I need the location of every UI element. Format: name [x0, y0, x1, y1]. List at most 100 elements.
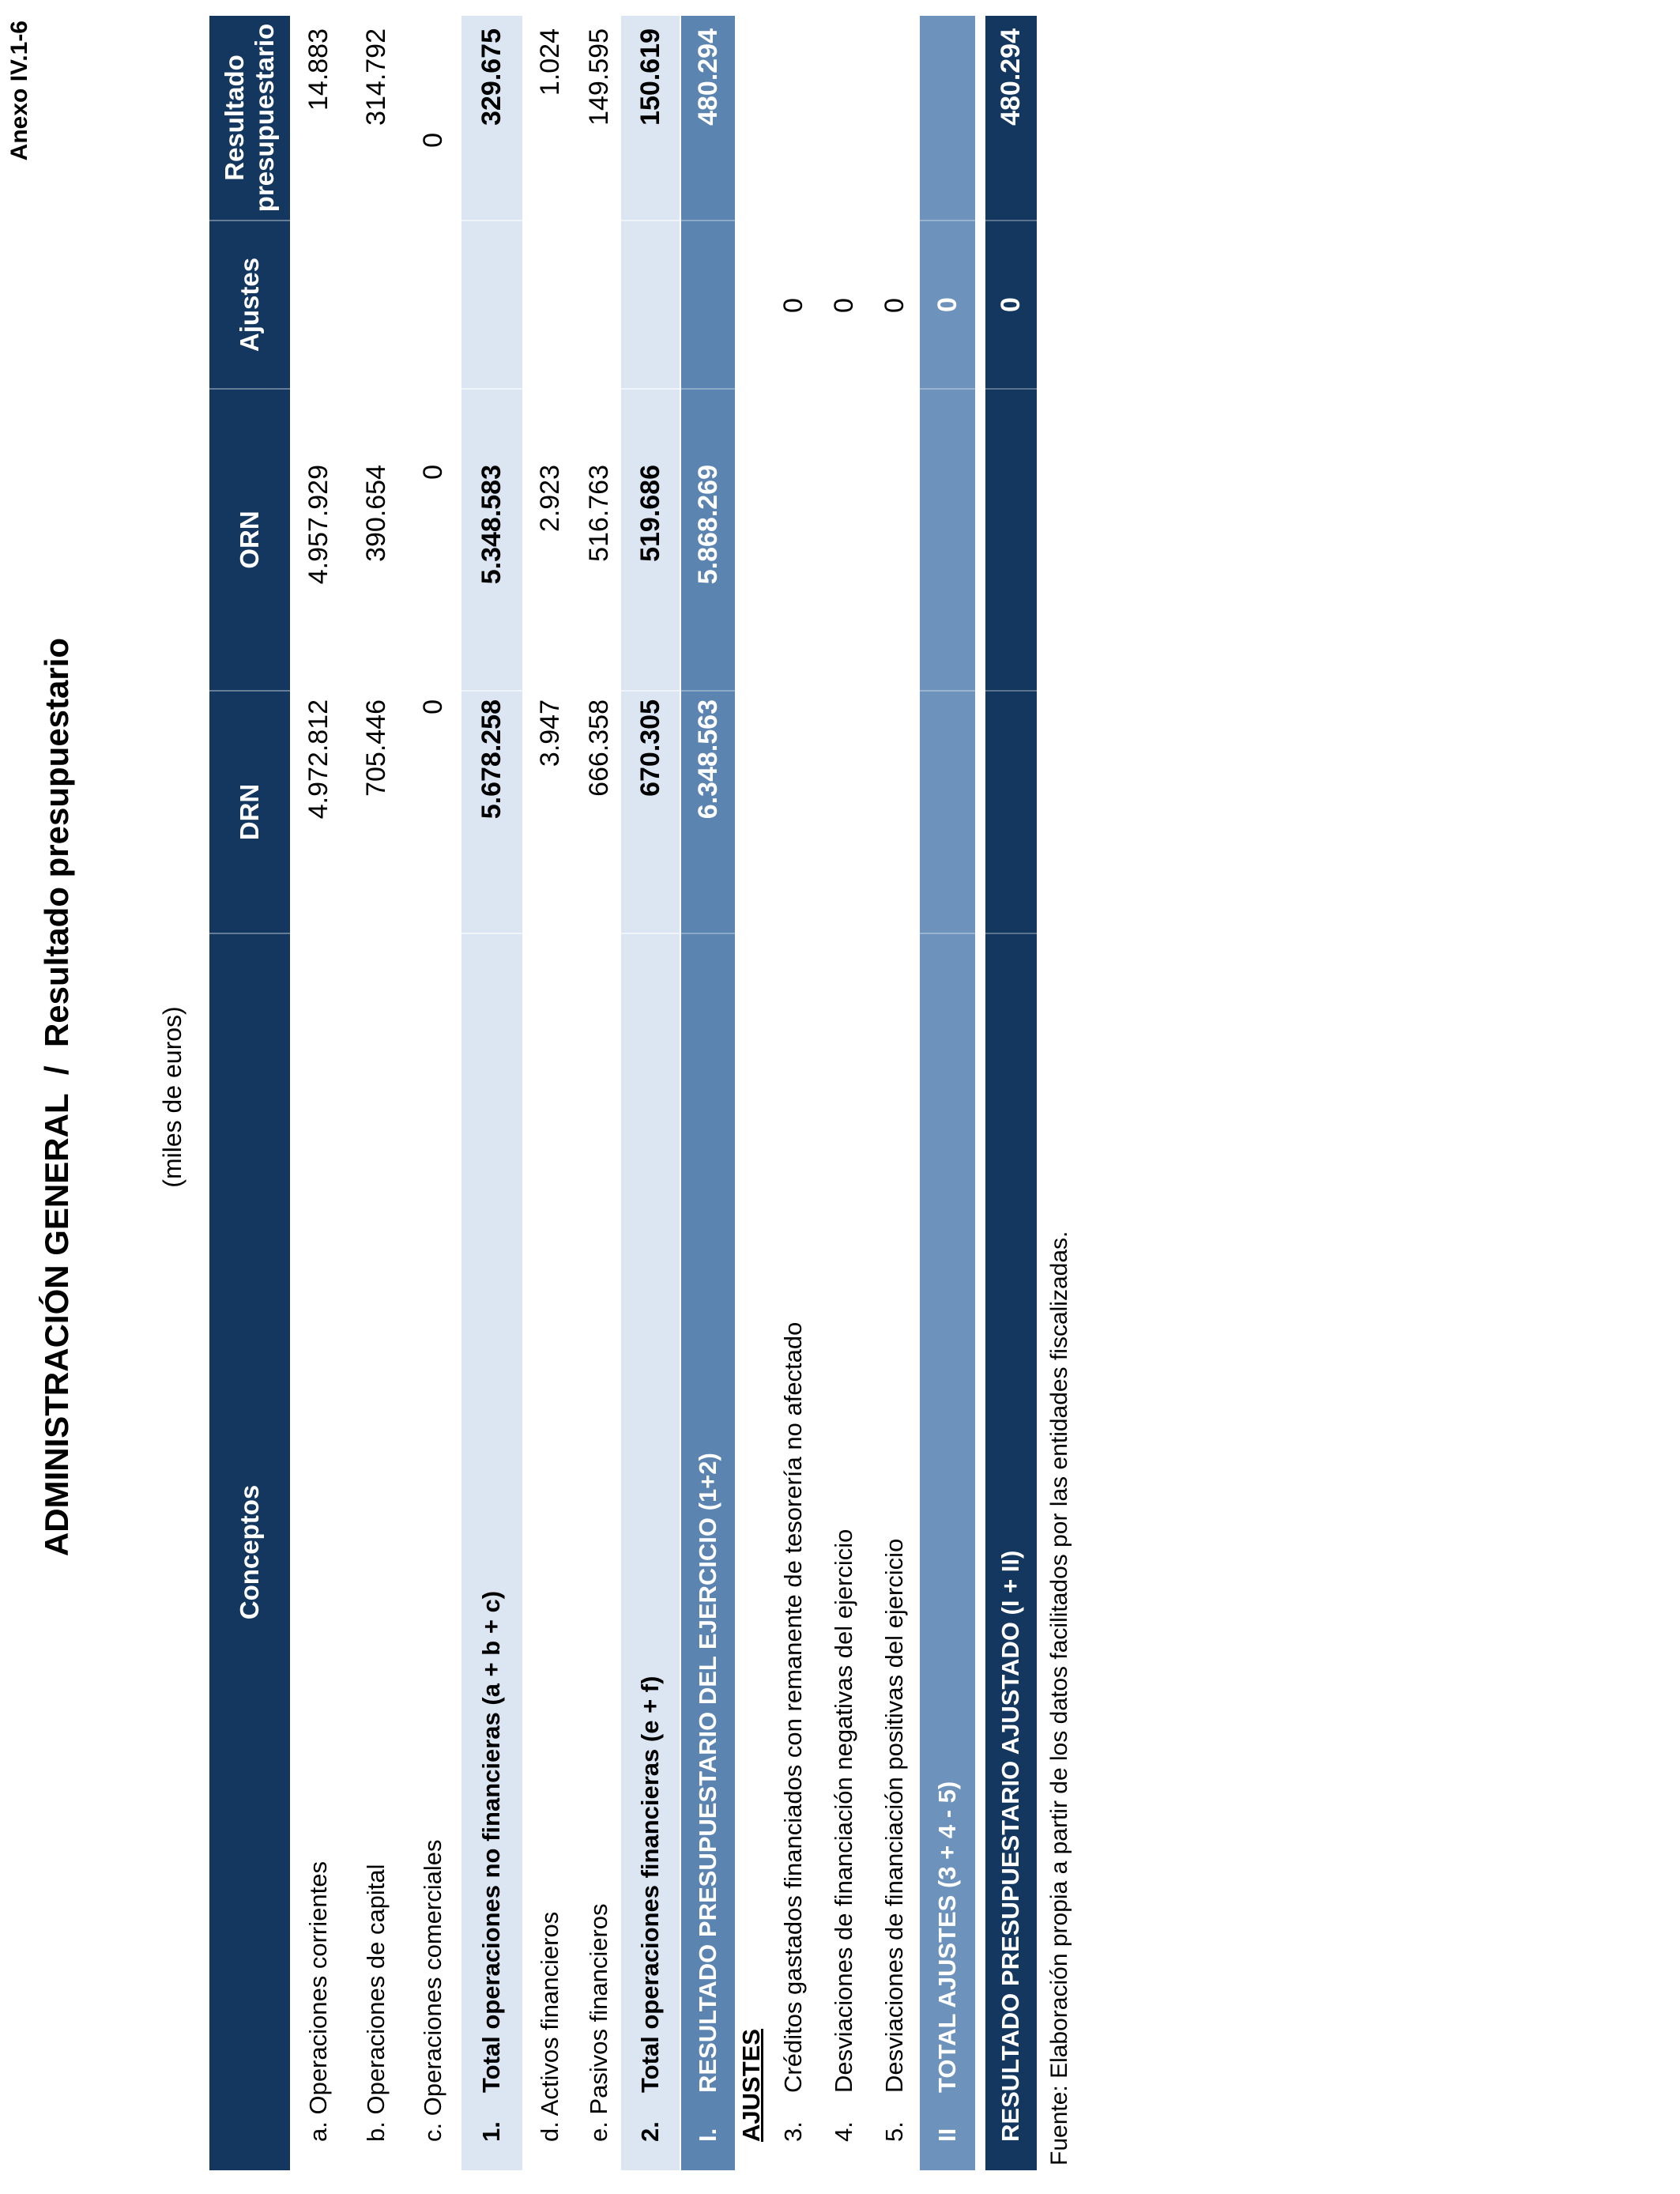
- cell-drn: [768, 692, 819, 934]
- column-header-drn: DRN: [209, 692, 290, 934]
- cell-concepto: IITOTAL AJUSTES (3 + 4 - 5): [920, 934, 975, 2170]
- cell-aju: 0: [778, 298, 808, 313]
- table-row: [975, 16, 985, 2170]
- cell-orn: 5.348.583: [461, 390, 522, 692]
- budget-table: Conceptos DRN ORN Ajustes Resultado presupue…: [209, 16, 1037, 2170]
- cell-drn: [920, 692, 975, 934]
- table-row: AJUSTES: [735, 16, 768, 2170]
- cell-orn: 0: [417, 465, 448, 480]
- cell-res: [975, 16, 985, 221]
- table-row: 2.Total operaciones financieras (e + f) 6…: [621, 16, 680, 2170]
- table-row: a. Operaciones corrientes 4.972.812 4.957.…: [290, 16, 348, 2170]
- cell-concepto: b. Operaciones de capital: [348, 934, 405, 2170]
- cell-aju: [735, 221, 768, 390]
- cell-orn: 519.686: [621, 390, 680, 692]
- row-label: IITOTAL AJUSTES (3 + 4 - 5): [932, 1781, 961, 2142]
- cell-drn: 4.972.812: [303, 699, 333, 820]
- table-row: RESULTADO PRESUPUESTARIO AJUSTADO (I + I…: [985, 16, 1037, 2170]
- row-label: AJUSTES: [736, 2029, 765, 2142]
- row-label: 2.Total operaciones financieras (e + f): [635, 1676, 664, 2142]
- cell-res: 0: [417, 133, 448, 148]
- cell-aju: 0: [879, 298, 910, 313]
- cell-orn: 2.923: [534, 465, 565, 533]
- cell-concepto: [975, 934, 985, 2170]
- cell-concepto: 4.Desviaciones de financiación negativas…: [819, 934, 869, 2170]
- source-note: Fuente: Elaboración propia a partir de l…: [1046, 1231, 1072, 2166]
- cell-orn: 4.957.929: [303, 465, 333, 585]
- cell-aju: [975, 221, 985, 390]
- cell-res: [768, 16, 819, 221]
- cell-res: 150.619: [621, 16, 680, 221]
- cell-drn: 5.678.258: [461, 692, 522, 934]
- row-label: 4.Desviaciones de financiación negativas…: [829, 1529, 857, 2142]
- cell-drn: [975, 692, 985, 934]
- row-label: I.RESULTADO PRESUPUESTARIO DEL EJERCICIO…: [693, 1453, 721, 2142]
- table-header-row: Conceptos DRN ORN Ajustes Resultado presupue…: [209, 16, 290, 2170]
- cell-aju: [621, 221, 680, 390]
- page-title: ADMINISTRACIÓN GENERAL / Resultado presu…: [38, 637, 75, 1557]
- table-row: c. Operaciones comerciales 0 0 0: [405, 16, 461, 2170]
- column-header-aju: Ajustes: [209, 221, 290, 390]
- cell-aju: [405, 221, 461, 390]
- cell-orn: [975, 390, 985, 692]
- cell-drn: 3.947: [534, 699, 565, 767]
- table-row: 5.Desviaciones de financiación positivas…: [869, 16, 920, 2170]
- cell-res: 1.024: [534, 28, 565, 96]
- cell-drn: [819, 692, 869, 934]
- cell-drn: [985, 692, 1037, 934]
- cell-res: 14.883: [303, 28, 333, 111]
- cell-aju: 0: [985, 221, 1037, 390]
- cell-aju: [578, 221, 621, 390]
- cell-res: 314.792: [360, 28, 391, 126]
- cell-orn: 516.763: [584, 465, 614, 562]
- table-row: b. Operaciones de capital 705.446 390.654 3…: [348, 16, 405, 2170]
- cell-aju: [681, 221, 735, 390]
- table-row: 1.Total operaciones no financieras (a + …: [461, 16, 522, 2170]
- row-label: c. Operaciones comerciales: [418, 1839, 446, 2143]
- column-header-label: Conceptos: [235, 1484, 265, 1620]
- table-row: 4.Desviaciones de financiación negativas…: [819, 16, 869, 2170]
- row-label: e. Pasivos financieros: [585, 1903, 613, 2142]
- cell-concepto: 5.Desviaciones de financiación positivas…: [869, 934, 920, 2170]
- cell-orn: [985, 390, 1037, 692]
- units-label: (miles de euros): [158, 1006, 186, 1188]
- row-label: 5.Desviaciones de financiación positivas…: [880, 1538, 908, 2142]
- cell-res: [920, 16, 975, 221]
- row-label: 1.Total operaciones no financieras (a + …: [477, 1590, 506, 2142]
- cell-aju: [522, 221, 578, 390]
- table-row: I.RESULTADO PRESUPUESTARIO DEL EJERCICIO…: [680, 16, 735, 2170]
- cell-concepto: e. Pasivos financieros: [578, 934, 621, 2170]
- cell-drn: 705.446: [360, 699, 391, 797]
- cell-orn: [819, 390, 869, 692]
- annex-label: Anexo IV.1-6: [6, 21, 32, 161]
- cell-res: [869, 16, 920, 221]
- row-label: b. Operaciones de capital: [361, 1864, 390, 2142]
- row-label: d. Activos financieros: [535, 1911, 563, 2142]
- cell-orn: [869, 390, 920, 692]
- cell-res: [735, 16, 768, 221]
- cell-drn: 6.348.563: [681, 692, 735, 934]
- cell-drn: [735, 692, 768, 934]
- column-header-orn: ORN: [209, 390, 290, 692]
- table-row: e. Pasivos financieros 666.358 516.763 149.…: [578, 16, 621, 2170]
- cell-drn: 670.305: [621, 692, 680, 934]
- cell-concepto: I.RESULTADO PRESUPUESTARIO DEL EJERCICIO…: [681, 934, 735, 2170]
- row-label: a. Operaciones corrientes: [304, 1861, 333, 2142]
- cell-res: 149.595: [584, 28, 614, 126]
- table-row: 3.Créditos gastados financiados con rema…: [768, 16, 819, 2170]
- cell-res: 480.294: [681, 16, 735, 221]
- row-label: 3.Créditos gastados financiados con rema…: [778, 1321, 807, 2142]
- cell-concepto: 2.Total operaciones financieras (e + f): [621, 934, 680, 2170]
- table-row: IITOTAL AJUSTES (3 + 4 - 5) 0: [920, 16, 975, 2170]
- cell-res: [819, 16, 869, 221]
- cell-orn: [735, 390, 768, 692]
- cell-concepto: a. Operaciones corrientes: [290, 934, 348, 2170]
- cell-orn: 5.868.269: [681, 390, 735, 692]
- cell-concepto: RESULTADO PRESUPUESTARIO AJUSTADO (I + I…: [985, 934, 1037, 2170]
- cell-drn: [869, 692, 920, 934]
- cell-concepto: 1.Total operaciones no financieras (a + …: [461, 934, 522, 2170]
- cell-res: 329.675: [461, 16, 522, 221]
- cell-aju: 0: [920, 221, 975, 390]
- cell-orn: [768, 390, 819, 692]
